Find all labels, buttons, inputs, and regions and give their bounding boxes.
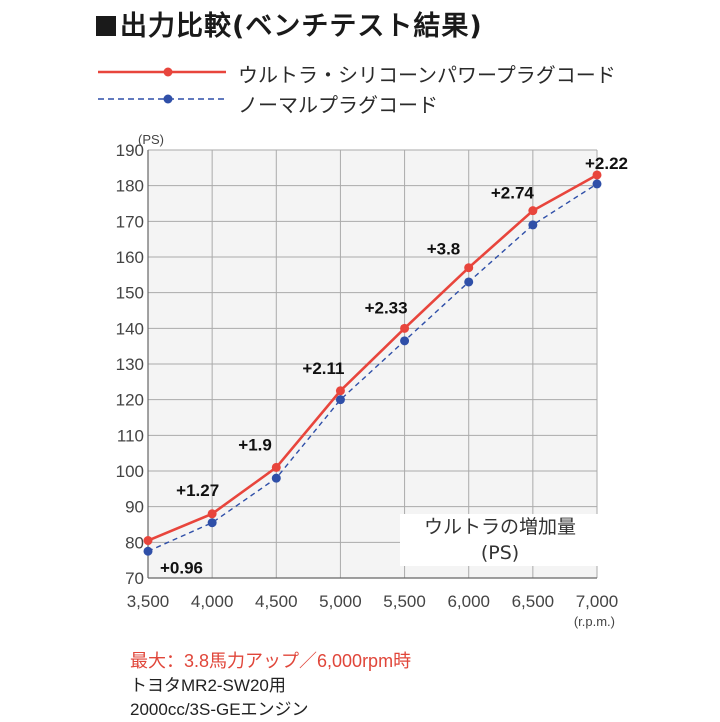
increase-label: +2.22 bbox=[585, 154, 628, 173]
data-point-ultra bbox=[207, 509, 217, 519]
increase-note: ウルトラの増加量 (PS) bbox=[400, 514, 600, 566]
increase-label: +0.96 bbox=[160, 558, 203, 577]
y-tick-label: 160 bbox=[116, 248, 144, 267]
engine-text: 2000cc/3S-GEエンジン bbox=[130, 700, 309, 719]
y-tick-label: 90 bbox=[125, 498, 144, 517]
chart-title-text: 出力比較(ベンチテスト結果) bbox=[120, 11, 483, 42]
title-square-icon bbox=[96, 16, 116, 36]
y-tick-label: 70 bbox=[125, 569, 144, 588]
x-tick-label: 6,500 bbox=[512, 592, 555, 611]
increase-note-line2: (PS) bbox=[480, 542, 520, 564]
legend-solid-line-icon bbox=[98, 67, 226, 77]
y-tick-label: 100 bbox=[116, 462, 144, 481]
increase-label: +1.9 bbox=[238, 435, 272, 454]
increase-label: +2.74 bbox=[491, 184, 535, 203]
x-tick-label: 4,500 bbox=[255, 592, 298, 611]
legend-label-normal: ノーマルプラグコード bbox=[238, 93, 438, 117]
legend-dashed-line-icon bbox=[98, 94, 226, 104]
x-tick-label: 3,500 bbox=[127, 592, 170, 611]
legend-label-ultra: ウルトラ・シリコーンパワープラグコード bbox=[238, 63, 616, 87]
x-axis-unit: (r.p.m.) bbox=[574, 614, 615, 629]
data-point-ultra bbox=[335, 386, 345, 396]
data-point-normal bbox=[592, 179, 602, 189]
x-tick-label: 6,000 bbox=[447, 592, 490, 611]
increase-note-line1: ウルトラの増加量 bbox=[423, 516, 576, 538]
footer: 最大：3.8馬力アップ／6,000rpm時 トヨタMR2-SW20用 2000c… bbox=[130, 648, 411, 722]
chart-title: 出力比較(ベンチテスト結果) bbox=[96, 4, 483, 43]
increase-label: +2.33 bbox=[365, 298, 408, 317]
data-point-ultra bbox=[271, 462, 281, 472]
data-point-normal bbox=[271, 473, 281, 483]
line-chart: 70 80 90 100 110 120 130 140 150 160 170 180 190 3,50… bbox=[116, 132, 628, 629]
y-tick-label: 180 bbox=[116, 177, 144, 196]
max-gain-text: 最大：3.8馬力アップ／6,000rpm時 bbox=[130, 651, 412, 671]
y-tick-label: 80 bbox=[125, 533, 144, 552]
x-tick-label: 5,000 bbox=[319, 592, 362, 611]
y-tick-label: 150 bbox=[116, 284, 144, 303]
data-point-normal bbox=[143, 546, 153, 556]
car-model-text: トヨタMR2-SW20用 bbox=[130, 676, 286, 695]
y-tick-label: 140 bbox=[116, 319, 144, 338]
x-tick-label: 7,000 bbox=[576, 592, 619, 611]
data-point-normal bbox=[528, 220, 538, 230]
x-tick-label: 4,000 bbox=[191, 592, 234, 611]
series-line-normal bbox=[147, 183, 598, 552]
y-tick-label: 190 bbox=[116, 141, 144, 160]
data-point-normal bbox=[400, 336, 410, 346]
data-point-ultra bbox=[143, 536, 153, 546]
data-point-ultra bbox=[400, 323, 410, 333]
data-point-normal bbox=[464, 277, 474, 287]
data-point-ultra bbox=[592, 170, 602, 180]
data-point-ultra bbox=[528, 206, 538, 216]
y-tick-label: 120 bbox=[116, 391, 144, 410]
y-axis-unit: (PS) bbox=[138, 132, 164, 147]
increase-label: +1.27 bbox=[176, 481, 219, 500]
y-tick-label: 130 bbox=[116, 355, 144, 374]
data-point-normal bbox=[207, 518, 217, 528]
series-line-ultra bbox=[147, 173, 598, 542]
x-tick-label: 5,500 bbox=[383, 592, 426, 611]
y-tick-label: 110 bbox=[117, 426, 144, 445]
increase-label: +3.8 bbox=[427, 240, 461, 259]
y-tick-label: 170 bbox=[116, 212, 144, 231]
data-point-ultra bbox=[464, 263, 474, 273]
data-point-normal bbox=[335, 395, 345, 405]
increase-label: +2.11 bbox=[302, 359, 344, 378]
